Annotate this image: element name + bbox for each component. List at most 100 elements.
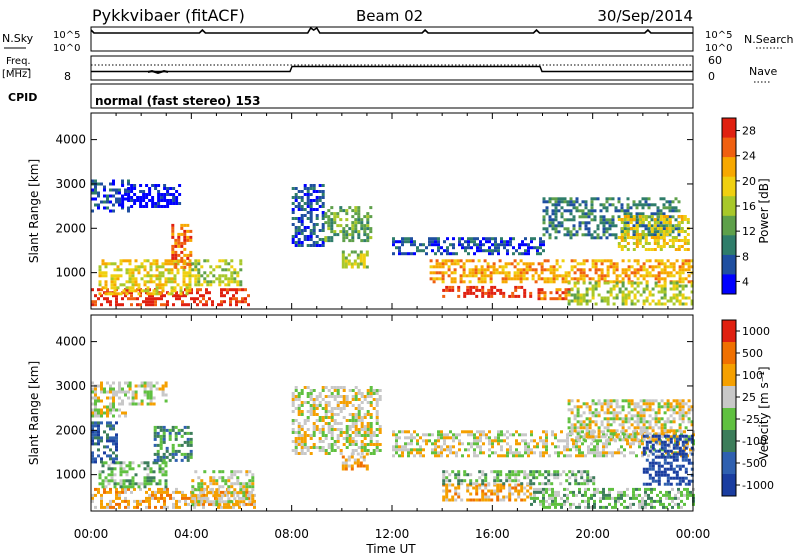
velocity-colorbar: 1000 500 100 25 -25 -100 -500 -1000	[721, 319, 774, 497]
ytick-label-4000: 4000	[55, 133, 86, 147]
scatter-region-3	[128, 381, 168, 406]
freq-label: Freq.	[6, 56, 31, 67]
scatter-region-5	[91, 421, 118, 464]
ytick-label-3000: 3000	[55, 379, 86, 393]
nsky-tick-high: 10^5	[53, 30, 80, 41]
colorbar-swatch-8	[722, 274, 736, 295]
scatter-region-9	[392, 237, 545, 256]
date-label: 30/Sep/2014	[597, 7, 693, 25]
scatter-region-3	[121, 184, 182, 208]
colorbar-swatch-4	[722, 408, 736, 431]
scatter-region-6	[191, 470, 255, 507]
colorbar-tick-3: 16	[742, 200, 756, 213]
scatter-region-11	[442, 470, 596, 486]
nsearch-tick-low: 10^0	[705, 43, 732, 54]
xtick-label-4: 16:00	[475, 527, 510, 541]
nave-tick-0: 0	[708, 70, 715, 83]
colorbar-tick-5: 8	[742, 250, 749, 263]
colorbar-swatch-7	[722, 254, 736, 275]
power-colorbar-label: Power [dB]	[757, 178, 771, 243]
ytick-label-3000: 3000	[55, 177, 86, 191]
scatter-region-10	[442, 483, 533, 502]
scatter-region-10	[429, 259, 694, 284]
colorbar-swatch-5	[722, 430, 736, 453]
cpid-text: normal (fast stereo) 153	[95, 94, 261, 108]
scatter-region-2	[91, 381, 130, 418]
ytick-label-4000: 4000	[55, 335, 86, 349]
colorbar-tick-4: -25	[742, 413, 760, 426]
scatter-region-1	[98, 259, 192, 296]
colorbar-swatch-5	[722, 215, 736, 236]
colorbar-tick-6: 4	[742, 275, 749, 288]
scatter-region-4	[171, 223, 193, 269]
velocity-ylabel: Slant Range [km]	[27, 361, 41, 465]
ytick-label-2000: 2000	[55, 423, 86, 437]
power-colorbar: 28 24 20 16 12 8 4	[721, 117, 756, 295]
cpid-label: CPID	[8, 91, 37, 104]
colorbar-swatch-0	[722, 118, 736, 139]
freq-unit-label: [MHz]	[2, 69, 31, 80]
nsky-tick-low: 10^0	[53, 43, 80, 54]
nsearch-label: N.Search	[744, 33, 794, 46]
scatter-region-14	[642, 434, 694, 486]
scatter-region-15	[567, 281, 694, 306]
nave-tick-60: 60	[708, 54, 722, 67]
freq-trace	[91, 65, 693, 73]
scatter-region-8	[341, 452, 369, 471]
velocity-colorbar-label: Velocity [m s⁻¹]	[757, 366, 771, 459]
ytick-label-2000: 2000	[55, 221, 86, 235]
colorbar-tick-0: 28	[742, 125, 756, 138]
scatter-region-7	[291, 386, 382, 455]
velocity-frame	[90, 314, 694, 512]
colorbar-tick-1: 24	[742, 150, 756, 163]
scatter-region-7	[324, 206, 373, 243]
ytick-label-1000: 1000	[55, 266, 86, 280]
colorbar-swatch-2	[722, 157, 736, 178]
scatter-region-0	[91, 487, 256, 509]
colorbar-tick-6: -500	[742, 457, 767, 470]
colorbar-swatch-6	[722, 235, 736, 256]
scatter-region-11	[442, 285, 533, 298]
colorbar-tick-1: 500	[742, 347, 763, 360]
freq-trace-blip	[147, 69, 169, 75]
power-ylabel: Slant Range [km]	[27, 159, 41, 263]
x-axis-label: Time UT	[365, 542, 416, 554]
colorbar-swatch-3	[722, 176, 736, 197]
ytick-label-1000: 1000	[55, 468, 86, 482]
nave-label: Nave	[749, 65, 777, 78]
scatter-region-12	[530, 487, 695, 509]
colorbar-swatch-7	[722, 474, 736, 497]
scatter-region-12	[537, 288, 574, 301]
scatter-region-14	[617, 215, 690, 251]
nsearch-tick-high: 10^5	[705, 30, 732, 41]
colorbar-swatch-2	[722, 364, 736, 387]
velocity-heatmap-panel: 1000 2000 3000 4000 Slant Range [km]	[27, 314, 695, 512]
freq-tick-8: 8	[64, 70, 71, 83]
colorbar-tick-4: 12	[742, 225, 756, 238]
xtick-label-0: 00:00	[74, 527, 109, 541]
xtick-label-5: 20:00	[575, 527, 610, 541]
colorbar-tick-0: 1000	[742, 325, 770, 338]
xtick-label-3: 12:00	[375, 527, 410, 541]
colorbar-tick-2: 20	[742, 175, 756, 188]
nsky-panel-frame	[90, 26, 694, 52]
colorbar-swatch-4	[722, 196, 736, 217]
colorbar-swatch-6	[722, 452, 736, 475]
nsky-trace	[90, 26, 693, 34]
colorbar-swatch-3	[722, 386, 736, 409]
time-axis: 00:00 04:00 08:00 12:00 16:00 20:00 00:00	[74, 527, 711, 541]
colorbar-swatch-0	[722, 320, 736, 343]
colorbar-tick-2: 100	[742, 369, 763, 382]
colorbar-swatch-1	[722, 137, 736, 158]
colorbar-tick-3: 25	[742, 391, 756, 404]
cpid-panel-frame	[90, 83, 694, 109]
scatter-region-1	[98, 461, 168, 489]
scatter-region-4	[153, 425, 193, 462]
station-title: Pykkvibaer (fitACF)	[92, 6, 245, 25]
xtick-label-1: 04:00	[174, 527, 209, 541]
colorbar-tick-5: -100	[742, 435, 767, 448]
nsky-label: N.Sky	[2, 32, 34, 45]
scatter-region-5	[191, 259, 243, 287]
xtick-label-2: 08:00	[274, 527, 309, 541]
